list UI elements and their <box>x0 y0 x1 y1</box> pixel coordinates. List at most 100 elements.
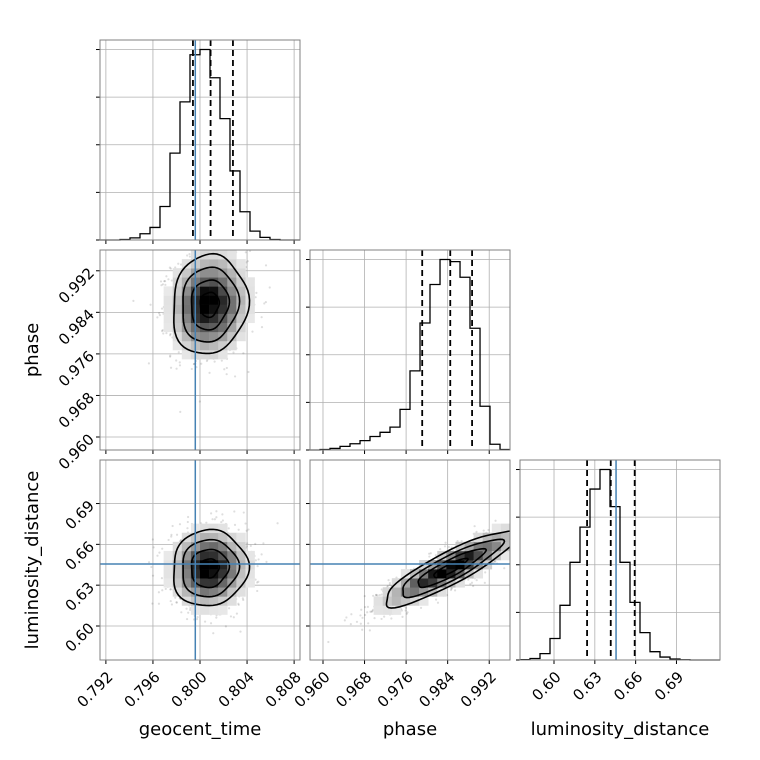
sample-point <box>255 291 258 294</box>
sample-point <box>175 359 178 362</box>
sample-point <box>361 628 364 631</box>
sample-point <box>213 518 217 521</box>
sample-point <box>158 551 161 554</box>
sample-point <box>514 542 516 544</box>
sample-point <box>404 606 408 609</box>
sample-point <box>327 640 330 644</box>
sample-point <box>447 545 450 549</box>
density-cell <box>227 259 237 269</box>
sample-point <box>159 280 163 283</box>
tick-label-y: 0.976 <box>55 347 98 390</box>
sample-point <box>221 513 224 516</box>
tick-label-x: 0.69 <box>651 668 687 704</box>
tick-label-x: 0.984 <box>415 668 458 711</box>
sample-point <box>229 237 231 239</box>
sample-point <box>380 593 383 596</box>
density-cell <box>419 569 429 579</box>
sample-point <box>388 583 391 587</box>
sample-point <box>180 611 183 614</box>
density-cell <box>227 541 237 552</box>
sample-point <box>510 533 512 535</box>
density-cell <box>236 541 246 552</box>
sample-point <box>257 558 260 561</box>
density-cell <box>209 304 219 314</box>
density-cell <box>373 596 384 606</box>
density-cell <box>419 587 429 597</box>
density-cell <box>428 587 438 597</box>
sample-point <box>359 622 362 625</box>
sample-point <box>249 544 252 547</box>
density-cell <box>236 532 246 543</box>
sample-point <box>246 542 249 545</box>
sample-point <box>226 241 228 243</box>
sample-point <box>406 611 409 614</box>
sample-point <box>232 351 235 354</box>
sample-point <box>380 588 383 591</box>
sample-point <box>210 512 213 515</box>
density-cell <box>172 578 183 588</box>
axes-frame <box>309 459 511 661</box>
density-cell <box>218 596 228 606</box>
contour-line <box>190 279 231 331</box>
density-cell <box>410 569 420 579</box>
sample-point <box>169 332 172 336</box>
sample-point <box>390 617 393 620</box>
density-cell <box>181 578 192 588</box>
density-cell <box>245 569 255 579</box>
sample-point <box>527 530 529 532</box>
density-cell <box>455 541 465 552</box>
density-cell <box>218 268 228 278</box>
density-cell <box>200 578 210 588</box>
density-cell <box>218 350 228 360</box>
histogram-step <box>310 258 510 451</box>
sample-point <box>400 609 403 612</box>
sample-point <box>494 519 497 522</box>
density-cell <box>227 304 237 314</box>
contour-line <box>173 528 251 607</box>
density-cell <box>419 578 429 588</box>
sample-point <box>190 367 193 371</box>
sample-point <box>200 362 203 365</box>
density-cell <box>181 569 192 579</box>
sample-point <box>164 587 167 590</box>
density-cell <box>209 277 219 287</box>
density-cell <box>200 587 210 597</box>
sample-point <box>211 518 214 521</box>
sample-point <box>225 366 228 370</box>
sample-point <box>483 581 486 584</box>
sample-point <box>443 545 447 548</box>
density-cell <box>446 578 456 588</box>
tick-label-x: 0.63 <box>569 668 605 704</box>
y-axis-label-luminosity_distance: luminosity_distance <box>22 471 43 650</box>
sample-point <box>167 278 170 281</box>
density-cell <box>446 569 456 579</box>
sample-point <box>512 535 514 537</box>
density-cell <box>500 550 510 561</box>
sample-point <box>429 552 432 555</box>
sample-point <box>169 599 172 603</box>
sample-point <box>475 579 478 582</box>
sample-point <box>195 618 199 621</box>
sample-point <box>235 612 239 615</box>
sample-point <box>254 542 257 545</box>
density-cell <box>181 322 192 333</box>
sample-point <box>388 582 391 585</box>
density-cell <box>455 569 465 579</box>
density-cell <box>227 250 237 260</box>
sample-point <box>169 354 172 357</box>
sample-point <box>256 564 259 568</box>
sample-point <box>170 533 173 536</box>
density-cell <box>209 569 219 579</box>
density-cell <box>236 295 246 305</box>
density-cell <box>200 304 210 314</box>
axes-frame <box>99 249 301 451</box>
density-cell <box>400 596 411 606</box>
density-cell <box>245 578 255 588</box>
density-cell <box>391 596 402 606</box>
density-cell <box>473 541 484 552</box>
density-cell <box>181 313 192 324</box>
sample-point <box>237 602 240 605</box>
density-cell <box>491 550 502 561</box>
tick-label-y: 0.968 <box>55 389 98 432</box>
